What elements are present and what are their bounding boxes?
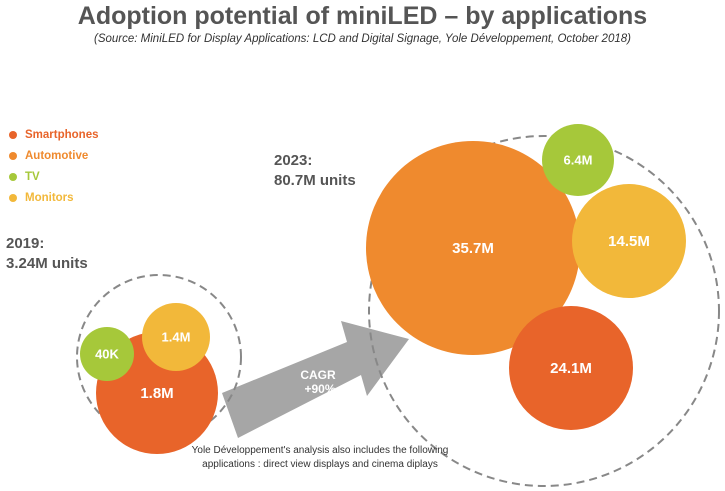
group-outline-2023	[368, 135, 720, 487]
period-2019-year: 2019:	[6, 235, 45, 252]
group-outline-2019	[76, 274, 242, 440]
legend-swatch-monitors	[9, 193, 17, 202]
legend-item-smartphones: Smartphones	[9, 124, 99, 145]
legend-item-automotive: Automotive	[9, 145, 99, 166]
period-2019-label: 2019: 3.24M units	[6, 234, 88, 274]
footnote-line-2: applications : direct view displays and …	[202, 459, 438, 470]
growth-arrow	[222, 321, 409, 438]
bubble-2023-smartphones	[509, 306, 633, 430]
period-2023-year: 2023:	[274, 152, 313, 169]
legend-label-monitors: Monitors	[25, 191, 74, 204]
bubble-2019-smartphones-label: 1.8M	[140, 385, 173, 402]
legend-label-tv: TV	[25, 170, 40, 183]
legend-item-tv: TV	[9, 166, 99, 187]
footnote-line-1: Yole Développement's analysis also inclu…	[191, 445, 449, 456]
footnote: Yole Développement's analysis also inclu…	[155, 444, 485, 472]
bubble-2019-tv-label: 40K	[95, 346, 119, 361]
bubble-2023-automotive	[366, 141, 580, 355]
legend-item-monitors: Monitors	[9, 187, 99, 208]
bubble-2019-monitors-label: 1.4M	[162, 329, 191, 344]
legend-label-smartphones: Smartphones	[25, 128, 99, 141]
growth-arrow-value: +90%	[304, 382, 335, 396]
chart-title: Adoption potential of miniLED – by appli…	[77, 2, 648, 30]
legend-swatch-tv	[9, 172, 17, 181]
legend-swatch-smartphones	[9, 130, 17, 139]
bubble-2019-monitors	[142, 303, 210, 371]
period-2023-total: 80.7M units	[274, 172, 356, 189]
chart-subtitle: (Source: MiniLED for Display Application…	[94, 33, 631, 45]
legend-swatch-automotive	[9, 151, 17, 160]
legend-label-automotive: Automotive	[25, 149, 89, 162]
bubble-2023-monitors-label: 14.5M	[608, 233, 650, 250]
growth-arrow-label: CAGR	[300, 368, 336, 382]
bubble-2023-smartphones-label: 24.1M	[550, 360, 592, 377]
legend: Smartphones Automotive TV Monitors	[9, 124, 99, 208]
bubble-2023-tv	[542, 124, 614, 196]
bubble-2023-tv-label: 6.4M	[564, 152, 593, 167]
bubble-2019-tv	[80, 327, 134, 381]
bubble-2023-automotive-label: 35.7M	[452, 240, 494, 257]
period-2019-total: 3.24M units	[6, 255, 88, 272]
period-2023-label: 2023: 80.7M units	[274, 151, 356, 191]
bubble-2023-monitors	[572, 184, 686, 298]
